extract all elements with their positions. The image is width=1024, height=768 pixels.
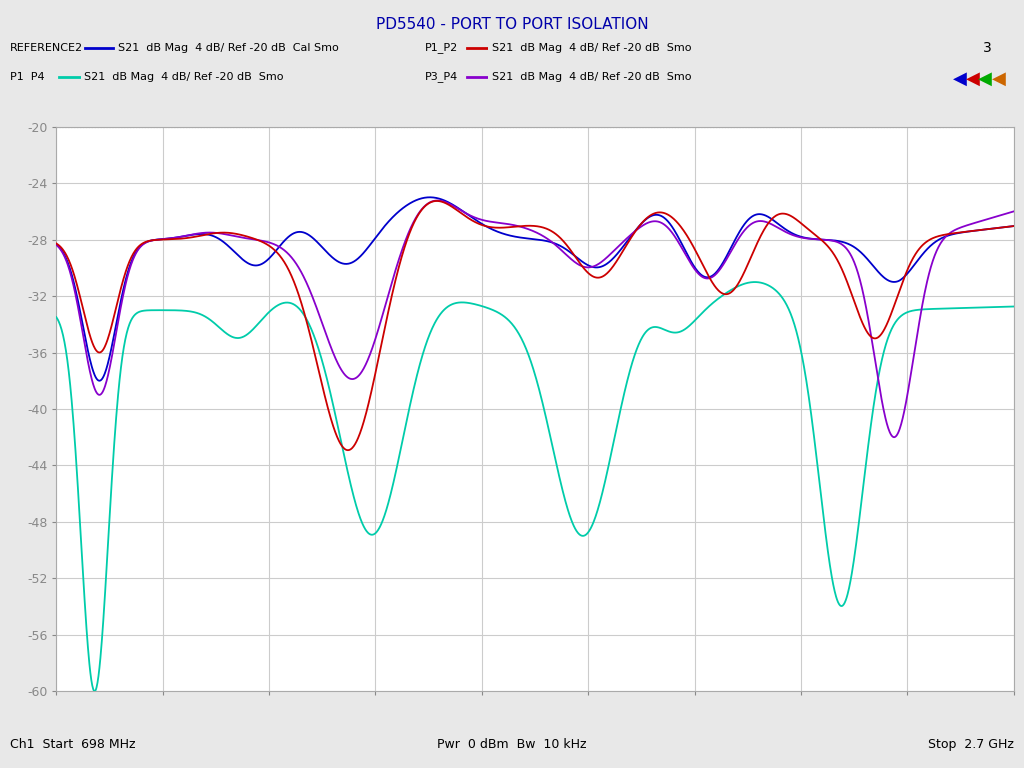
Text: S21  dB Mag  4 dB/ Ref -20 dB  Smo: S21 dB Mag 4 dB/ Ref -20 dB Smo [492, 71, 691, 82]
Text: PD5540 - PORT TO PORT ISOLATION: PD5540 - PORT TO PORT ISOLATION [376, 17, 648, 32]
Text: S21  dB Mag  4 dB/ Ref -20 dB  Cal Smo: S21 dB Mag 4 dB/ Ref -20 dB Cal Smo [118, 42, 339, 53]
Text: S21  dB Mag  4 dB/ Ref -20 dB  Smo: S21 dB Mag 4 dB/ Ref -20 dB Smo [492, 42, 691, 53]
Text: Pwr  0 dBm  Bw  10 kHz: Pwr 0 dBm Bw 10 kHz [437, 739, 587, 751]
Text: Ch1  Start  698 MHz: Ch1 Start 698 MHz [10, 739, 136, 751]
Text: ◀: ◀ [952, 69, 967, 88]
Text: P1  P4: P1 P4 [10, 71, 45, 82]
Text: P3_P4: P3_P4 [425, 71, 458, 82]
Text: Stop  2.7 GHz: Stop 2.7 GHz [928, 739, 1014, 751]
Text: ◀: ◀ [966, 69, 980, 88]
Text: P1_P2: P1_P2 [425, 42, 458, 53]
Text: ◀: ◀ [978, 69, 992, 88]
Text: ◀: ◀ [991, 69, 1006, 88]
Text: 3: 3 [983, 41, 992, 55]
Text: REFERENCE2: REFERENCE2 [10, 42, 83, 53]
Text: S21  dB Mag  4 dB/ Ref -20 dB  Smo: S21 dB Mag 4 dB/ Ref -20 dB Smo [84, 71, 284, 82]
